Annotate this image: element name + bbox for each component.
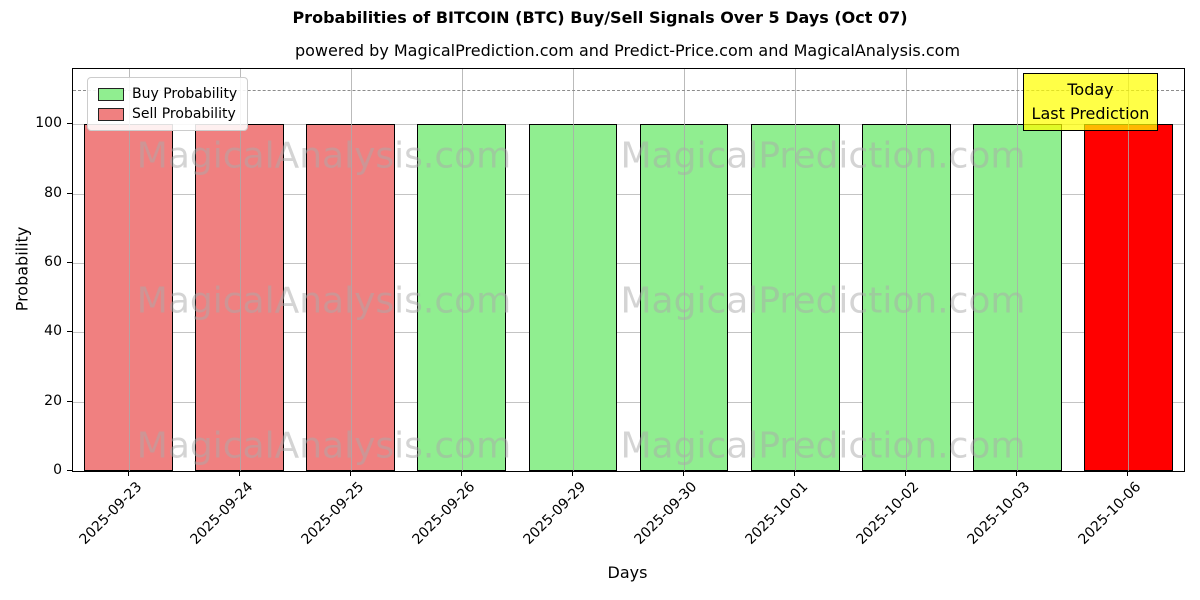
x-gridline: [906, 69, 908, 471]
x-gridline: [1017, 69, 1019, 471]
x-gridline: [684, 69, 686, 471]
y-tick-mark: [67, 400, 72, 402]
y-tick-mark: [67, 192, 72, 194]
y-gridline: [73, 332, 1184, 334]
x-tick-label: 2025-09-26: [409, 479, 479, 548]
x-tick-mark: [571, 471, 573, 476]
x-gridline: [795, 69, 797, 471]
y-gridline: [73, 401, 1184, 403]
chart-title: Probabilities of BITCOIN (BTC) Buy/Sell …: [292, 8, 908, 27]
x-tick-mark: [349, 471, 351, 476]
x-tick-mark: [905, 471, 907, 476]
x-tick-mark: [238, 471, 240, 476]
x-tick-mark: [127, 471, 129, 476]
x-tick-mark: [1127, 471, 1129, 476]
x-tick-label: 2025-09-30: [631, 479, 701, 548]
x-gridline: [350, 69, 352, 471]
buy-probability-swatch: [98, 87, 124, 101]
legend-entry-sell: Sell Probability: [98, 104, 237, 124]
x-axis-label: Days: [607, 563, 648, 582]
y-tick-mark: [67, 262, 72, 264]
sell-probability-swatch: [98, 107, 124, 121]
x-tick-label: 2025-10-02: [853, 479, 923, 548]
x-tick-mark: [460, 471, 462, 476]
x-tick-label: 2025-09-24: [187, 479, 256, 548]
chart-subtitle: powered by MagicalPrediction.com and Pre…: [294, 41, 961, 60]
legend-label-sell: Sell Probability: [132, 106, 236, 122]
legend-entry-buy: Buy Probability: [98, 84, 237, 104]
y-tick-label: 20: [44, 392, 62, 409]
y-gridline: [73, 193, 1184, 195]
y-tick-mark: [67, 123, 72, 125]
today-annotation: Today Last Prediction: [1023, 73, 1158, 131]
bar: [306, 124, 396, 471]
y-tick-label: 60: [44, 254, 62, 271]
annotation-line2: Last Prediction: [1031, 104, 1150, 123]
x-tick-label: 2025-09-25: [298, 479, 368, 548]
y-tick-mark: [67, 470, 72, 471]
x-tick-mark: [1016, 471, 1018, 476]
plot-area: Buy Probability Sell Probability Today L…: [72, 68, 1185, 472]
x-tick-label: 2025-10-01: [742, 479, 812, 548]
legend-label-buy: Buy Probability: [132, 86, 238, 102]
y-tick-label: 40: [44, 323, 62, 340]
x-gridline: [1128, 69, 1130, 471]
x-tick-label: 2025-10-06: [1075, 479, 1145, 548]
y-tick-label: 80: [44, 184, 62, 201]
x-gridline: [572, 69, 574, 471]
x-tick-label: 2025-09-23: [76, 479, 145, 548]
y-gridline: [73, 263, 1184, 265]
legend: Buy Probability Sell Probability: [87, 77, 249, 131]
dashed-threshold-line: [73, 89, 1184, 91]
y-gridline: [73, 124, 1184, 126]
y-tick-label: 100: [35, 115, 62, 132]
y-tick-mark: [67, 331, 72, 333]
bar: [861, 124, 951, 471]
y-tick-label: 0: [53, 462, 62, 478]
x-tick-label: 2025-09-29: [520, 479, 590, 548]
x-gridline: [461, 69, 463, 471]
x-tick-label: 2025-10-03: [964, 479, 1034, 548]
x-tick-mark: [794, 471, 796, 476]
x-gridline: [239, 69, 241, 471]
x-gridline: [128, 69, 130, 471]
x-tick-mark: [683, 471, 685, 476]
annotation-line1: Today: [1067, 80, 1114, 99]
